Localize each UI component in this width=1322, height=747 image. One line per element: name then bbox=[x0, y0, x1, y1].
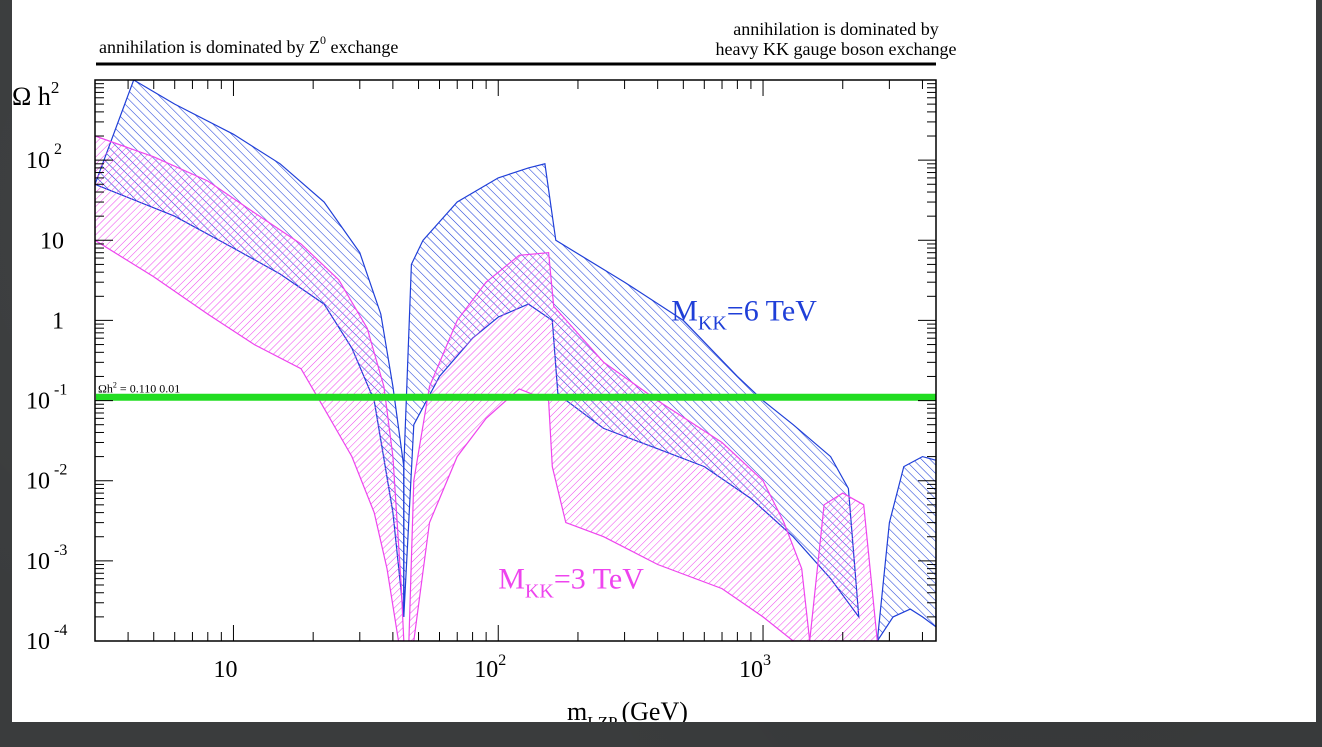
y-tick-label-base: 10 bbox=[26, 389, 50, 415]
y-tick-label-base: 10 bbox=[26, 148, 50, 174]
series-label-sub: KK bbox=[525, 581, 554, 603]
slide-canvas: annihilation is dominated by Z0 exchange… bbox=[12, 0, 1316, 722]
series-label-main: M bbox=[671, 294, 698, 327]
series-label-tail: =6 TeV bbox=[727, 294, 817, 327]
y-tick-label: 10 -2 bbox=[26, 462, 67, 495]
y-tick-label-base: 10 bbox=[26, 549, 50, 575]
y-tick-label-exp: 2 bbox=[54, 141, 62, 158]
y-tick-label-base: 10 bbox=[26, 469, 50, 495]
series-label-main: M bbox=[498, 563, 525, 596]
series-1-band-3 bbox=[876, 455, 936, 641]
x-tick-label: 102 bbox=[474, 652, 506, 683]
y-tick-label-exp: -3 bbox=[54, 542, 67, 559]
series-2-band-1 bbox=[95, 135, 405, 641]
reference-line-layer: Ωh2 = 0.110 0.01 bbox=[96, 380, 936, 401]
reference-line-label-sup: 2 bbox=[113, 380, 117, 389]
header-left-annotation: annihilation is dominated by Z0 exchange bbox=[99, 33, 398, 57]
series-label-tail: =3 TeV bbox=[554, 563, 644, 596]
y-tick-label-base: 1 bbox=[52, 308, 64, 334]
x-axis-title-sub: LZP bbox=[587, 713, 617, 722]
y-tick-label: 10 -4 bbox=[26, 622, 67, 655]
bands-layer bbox=[95, 80, 936, 641]
x-tick-label-exp: 3 bbox=[763, 652, 771, 669]
x-axis-title-unit: (GeV) bbox=[621, 697, 687, 722]
y-axis-title: Ω h2 bbox=[12, 78, 59, 111]
x-tick-label: 10 bbox=[213, 657, 237, 683]
series-label-sub: KK bbox=[698, 312, 727, 334]
relic-density-chart: annihilation is dominated by Z0 exchange… bbox=[12, 19, 957, 722]
y-tick-label-exp: -2 bbox=[54, 462, 67, 479]
y-tick-label: 10 2 bbox=[26, 141, 62, 174]
plot-frame bbox=[94, 79, 937, 642]
y-tick-label: 10 bbox=[40, 228, 64, 254]
header-left-superscript: 0 bbox=[320, 33, 326, 47]
series-2-band-3 bbox=[809, 492, 878, 641]
y-tick-label: 10 -1 bbox=[26, 382, 67, 415]
x-tick-label-base: 10 bbox=[474, 657, 498, 683]
header-annotations: annihilation is dominated by Z0 exchange… bbox=[96, 19, 957, 66]
y-axis-title-sup: 2 bbox=[51, 78, 60, 97]
x-tick-label-base: 10 bbox=[739, 657, 763, 683]
header-left-text: annihilation is dominated by Z bbox=[99, 37, 320, 57]
series-label: MKK=3 TeV bbox=[498, 563, 644, 603]
y-tick-label-exp: -1 bbox=[54, 382, 67, 399]
y-axis-title-main: Ω h bbox=[12, 82, 51, 111]
y-tick-label-exp: -4 bbox=[54, 622, 67, 639]
x-tick-label-exp: 2 bbox=[498, 652, 506, 669]
x-tick-label-base: 10 bbox=[213, 657, 237, 683]
reference-line-label-pre: Ωh bbox=[98, 381, 113, 395]
header-left-tail: exchange bbox=[326, 37, 398, 57]
header-right-line2: heavy KK gauge boson exchange bbox=[716, 39, 957, 59]
reference-line-label: Ωh2 = 0.110 0.01 bbox=[98, 380, 180, 395]
y-tick-label: 1 bbox=[52, 308, 64, 334]
x-axis-title: mLZP (GeV) bbox=[567, 697, 688, 722]
y-tick-label-base: 10 bbox=[26, 629, 50, 655]
reference-line-label-post: = 0.110 0.01 bbox=[117, 381, 180, 395]
series-label: MKK=6 TeV bbox=[671, 294, 817, 334]
x-axis-title-main: m bbox=[567, 697, 587, 722]
y-tick-label: 10 -3 bbox=[26, 542, 67, 575]
header-right-line1: annihilation is dominated by bbox=[733, 19, 938, 39]
y-tick-label-base: 10 bbox=[40, 228, 64, 254]
x-tick-label: 103 bbox=[739, 652, 771, 683]
